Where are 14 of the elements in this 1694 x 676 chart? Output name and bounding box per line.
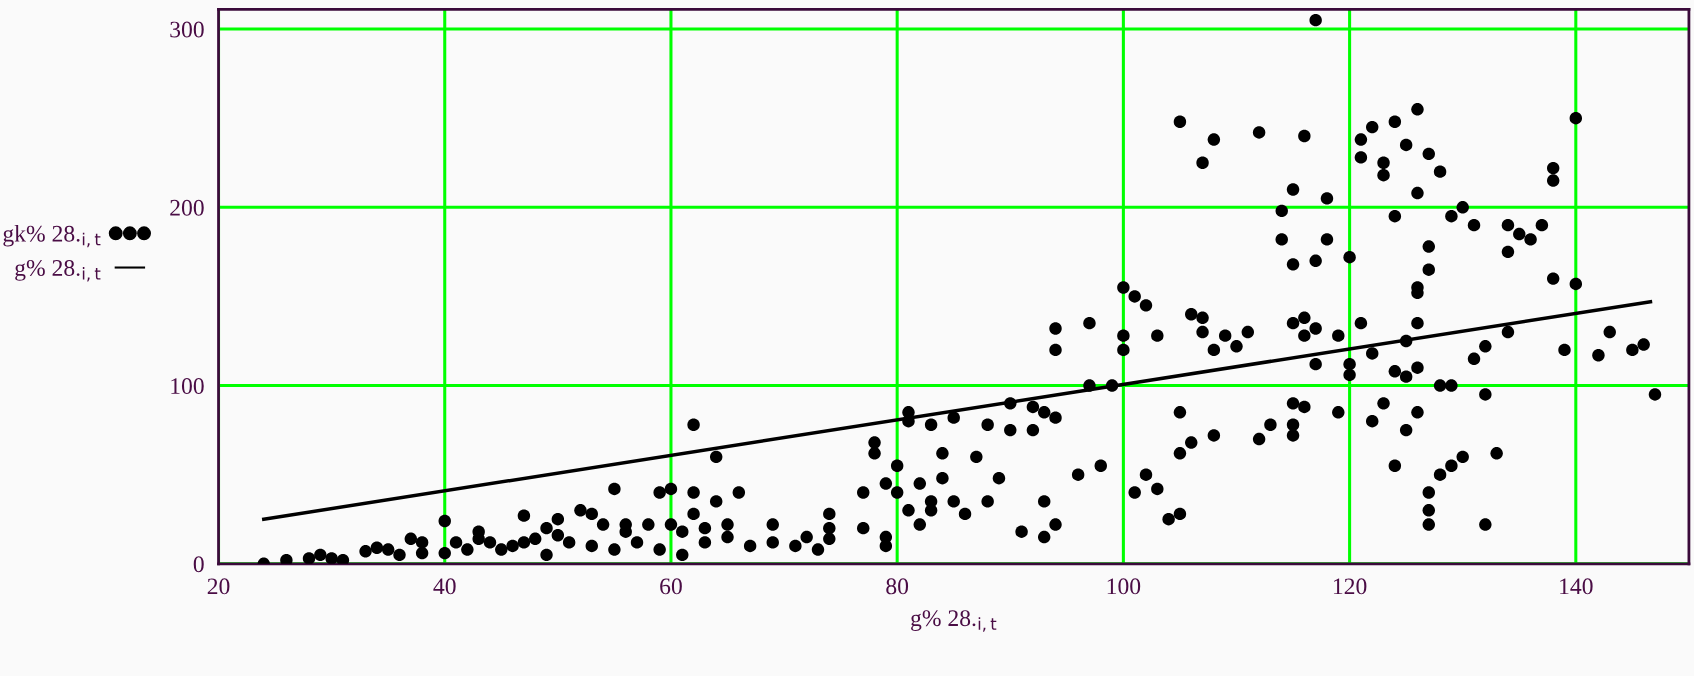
legend-label: g% 28.$_{i,t}$ (15, 259, 101, 282)
legend-label: gk% 28.$_{i,t}$ (3, 225, 101, 248)
x-tick-label: 60 (660, 578, 682, 595)
x-tick-label: 140 (1560, 578, 1593, 595)
x-tick-label: 100 (1107, 578, 1141, 595)
y-tick-label: 200 (170, 199, 204, 216)
y-tick-label: 300 (170, 21, 204, 38)
x-axis-title: g% 28.$_{i,t}$ (911, 610, 997, 632)
x-tick-label: 20 (207, 578, 230, 595)
x-tick-label: 80 (886, 578, 909, 595)
y-tick-label: 100 (171, 378, 204, 394)
x-tick-label: 40 (433, 578, 456, 595)
y-tick-label: 0 (193, 556, 204, 573)
x-tick-label: 120 (1333, 578, 1367, 595)
